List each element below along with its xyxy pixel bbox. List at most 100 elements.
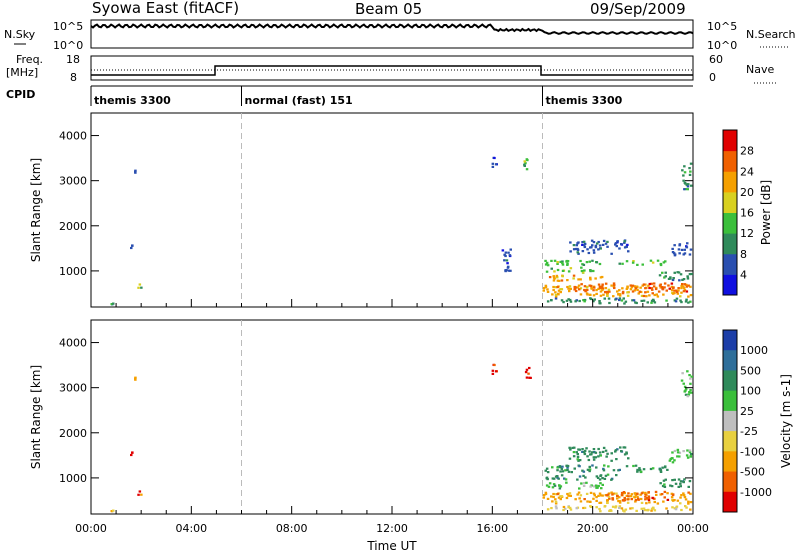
data-cell <box>599 454 602 457</box>
data-cell <box>682 494 686 497</box>
data-cell <box>604 287 608 290</box>
data-cell <box>554 293 558 296</box>
data-cell <box>678 279 681 282</box>
data-cell <box>687 393 691 396</box>
data-cell <box>655 293 658 296</box>
data-cell <box>664 271 667 274</box>
data-cell <box>636 286 639 289</box>
data-cell <box>679 273 683 276</box>
data-cell <box>567 287 570 290</box>
data-cell <box>607 492 611 495</box>
data-cell <box>561 470 565 473</box>
data-cell <box>583 482 586 485</box>
data-cell <box>618 496 621 499</box>
data-cell <box>664 275 667 278</box>
data-cell <box>650 507 654 510</box>
data-cell <box>556 469 559 472</box>
data-cell <box>602 293 605 296</box>
x-tick-label: 00:00 <box>75 522 107 535</box>
data-cell <box>573 288 576 291</box>
data-cell <box>604 282 608 285</box>
data-cell <box>689 453 693 456</box>
data-cell <box>623 496 626 500</box>
data-cell <box>590 284 593 288</box>
data-cell <box>690 272 693 276</box>
data-cell <box>653 497 656 500</box>
data-cell <box>554 286 558 289</box>
data-cell <box>661 288 665 291</box>
data-cell <box>591 244 594 247</box>
data-cell <box>645 496 648 500</box>
data-cell <box>681 278 684 281</box>
data-cell <box>650 299 654 302</box>
data-cell <box>623 446 627 449</box>
data-cell <box>580 269 584 273</box>
data-cell <box>663 276 666 279</box>
data-cell <box>552 492 555 496</box>
data-cell <box>688 391 691 394</box>
time-axis-label: Time UT <box>366 539 417 553</box>
data-cell <box>623 453 627 456</box>
data-cell <box>601 283 604 286</box>
data-cell <box>677 271 681 274</box>
data-cell <box>606 245 609 248</box>
data-cell <box>548 482 552 485</box>
data-cell <box>686 456 690 459</box>
data-cell <box>603 464 606 467</box>
data-cell <box>656 295 660 298</box>
data-cell <box>685 506 688 509</box>
data-cell <box>665 507 668 510</box>
data-cell <box>688 253 692 256</box>
data-cell <box>661 271 664 274</box>
data-cell <box>494 163 498 166</box>
colorbar-tick-label: 16 <box>740 207 754 220</box>
freq-tick-low: 8 <box>70 71 77 84</box>
data-cell <box>568 492 572 495</box>
data-cell <box>559 260 562 263</box>
data-cell <box>627 250 630 253</box>
y-tick-label: 2000 <box>59 427 87 440</box>
data-cell <box>525 158 529 161</box>
data-cell <box>622 491 626 494</box>
data-cell <box>669 484 672 487</box>
data-cell <box>675 297 679 300</box>
data-cell <box>578 299 581 303</box>
data-cell <box>680 508 683 512</box>
data-cell <box>647 498 651 502</box>
data-cell <box>673 449 677 453</box>
data-cell <box>639 470 643 473</box>
data-cell <box>684 388 688 391</box>
data-cell <box>683 171 687 174</box>
data-cell <box>623 241 626 244</box>
data-cell <box>635 301 638 305</box>
data-cell <box>659 283 662 286</box>
data-cell <box>616 448 619 451</box>
data-cell <box>568 290 571 293</box>
data-cell <box>667 277 671 280</box>
nsky-tick-high: 10^5 <box>53 20 83 33</box>
data-cell <box>608 497 611 500</box>
data-cell <box>689 501 693 504</box>
data-cell <box>682 382 685 385</box>
data-cell <box>582 506 585 510</box>
data-cell <box>614 506 617 509</box>
data-cell <box>558 487 562 490</box>
data-cell <box>644 283 647 286</box>
data-cell <box>524 371 528 374</box>
colorbar-swatch <box>723 350 737 371</box>
data-cell <box>582 470 586 473</box>
data-cell <box>662 293 665 296</box>
data-cell <box>686 275 689 278</box>
data-cell <box>634 499 638 502</box>
data-cell <box>568 298 572 302</box>
data-cell <box>613 284 616 287</box>
data-cell <box>618 501 622 504</box>
nsky-trace <box>90 23 694 35</box>
data-cell <box>606 294 609 297</box>
data-cell <box>586 468 590 471</box>
data-cell <box>560 467 564 471</box>
data-cell <box>640 507 643 510</box>
data-cell <box>687 502 690 505</box>
data-cell <box>567 298 570 301</box>
data-cell <box>682 290 686 293</box>
